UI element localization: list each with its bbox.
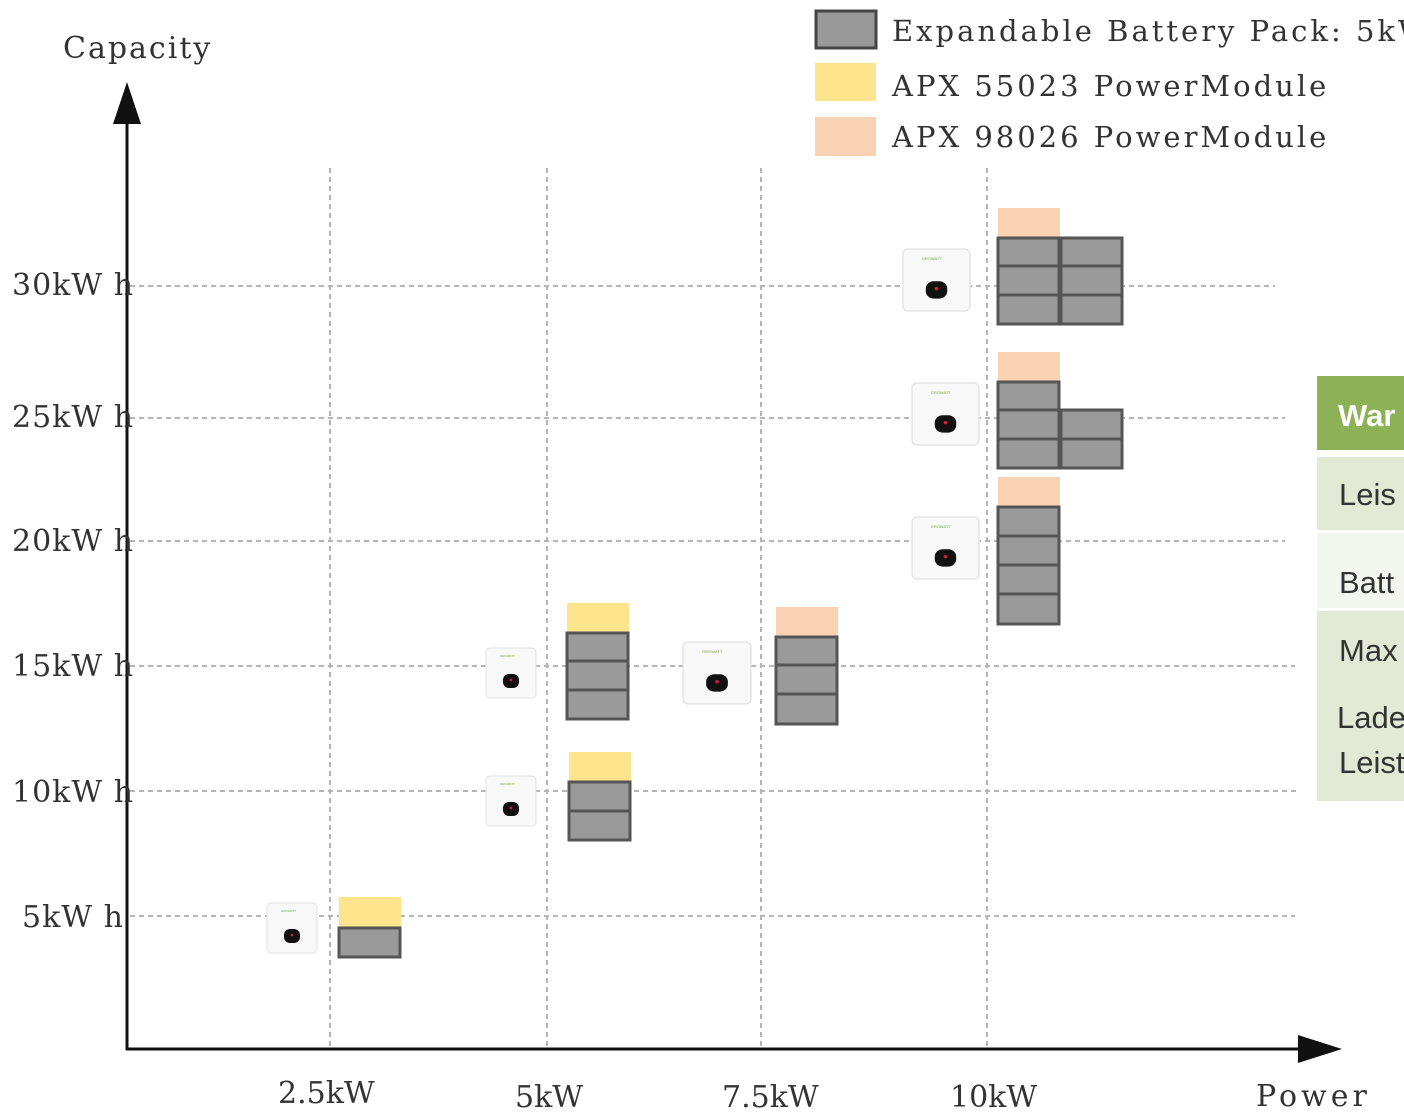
- table-row: Batt: [1317, 533, 1404, 608]
- battery-pack: [996, 408, 1061, 441]
- battery-pack: [996, 505, 1061, 538]
- battery-pack: [996, 236, 1061, 268]
- battery-pack: [1059, 293, 1124, 326]
- legend-label-battery-pack: Expandable Battery Pack: 5kW h: [892, 14, 1404, 48]
- axes: [113, 82, 1342, 1063]
- x-tick-10kw: 10kW: [950, 1080, 1037, 1112]
- table-row: Lade: [1317, 673, 1404, 735]
- battery-pack: [996, 563, 1061, 596]
- legend: Expandable Battery Pack: 5kW h APX 55023…: [814, 9, 1404, 156]
- legend-swatch-battery-pack: [814, 9, 878, 50]
- battery-pack: [774, 635, 839, 667]
- inverter-icon: [682, 641, 752, 705]
- side-table: War Leis Batt Max Lade Leist: [1317, 376, 1404, 801]
- x-tick-5kw: 5kW: [515, 1080, 583, 1112]
- power-module-apx-98026: [998, 477, 1060, 507]
- power-module-apx-98026: [776, 607, 838, 637]
- battery-pack: [774, 692, 839, 726]
- inverter-icons: [266, 248, 980, 954]
- x-tick-7-5kw: 7.5kW: [722, 1080, 819, 1112]
- table-row: Leist: [1317, 735, 1404, 801]
- battery-pack: [1059, 437, 1124, 470]
- battery-pack: [1059, 264, 1124, 297]
- table-row: Max: [1317, 611, 1404, 673]
- battery-pack: [565, 631, 630, 663]
- battery-pack: [996, 380, 1061, 412]
- battery-pack: [996, 592, 1061, 626]
- table-row: Leis: [1317, 457, 1404, 530]
- y-axis-label: Capacity: [63, 31, 212, 66]
- power-module-apx-98026: [998, 208, 1060, 238]
- battery-pack: [337, 926, 402, 959]
- inverter-icon: [266, 902, 318, 954]
- y-tick-10kwh: 10kW h: [12, 775, 134, 810]
- inverter-icon: [485, 775, 537, 827]
- battery-pack: [565, 659, 630, 692]
- battery-pack: [774, 663, 839, 696]
- legend-label-apx-55023: APX 55023 PowerModule: [891, 69, 1329, 103]
- x-axis-arrow-icon: [1298, 1035, 1342, 1063]
- y-tick-5kwh: 5kW h: [22, 900, 124, 935]
- configuration-stacks: [337, 208, 1124, 959]
- legend-label-apx-98026: APX 98026 PowerModule: [891, 120, 1329, 154]
- battery-pack: [996, 534, 1061, 567]
- inverter-icon: [485, 647, 537, 699]
- battery-pack: [996, 437, 1061, 470]
- x-tick-2-5kw: 2.5kW: [278, 1076, 375, 1111]
- battery-pack: [996, 264, 1061, 297]
- x-axis-label: Power: [1256, 1079, 1371, 1112]
- table-header: War: [1317, 376, 1404, 450]
- power-module-apx-98026: [998, 352, 1060, 382]
- y-tick-25kwh: 25kW h: [12, 400, 134, 435]
- battery-pack: [567, 809, 632, 842]
- power-module-apx-55023: [339, 897, 401, 928]
- legend-swatch-apx-98026: [815, 117, 876, 156]
- y-tick-20kwh: 20kW h: [12, 524, 134, 559]
- battery-pack: [1059, 408, 1124, 441]
- legend-swatch-apx-55023: [815, 63, 876, 101]
- battery-pack: [565, 688, 630, 721]
- power-module-apx-55023: [567, 603, 629, 633]
- inverter-icon: [911, 516, 980, 580]
- power-module-apx-55023: [569, 752, 631, 782]
- battery-pack: [567, 780, 632, 813]
- battery-pack: [1059, 236, 1124, 268]
- inverter-icon: [902, 248, 971, 312]
- y-axis-arrow-icon: [113, 82, 141, 124]
- y-tick-30kwh: 30kW h: [12, 268, 134, 303]
- y-tick-15kwh: 15kW h: [12, 649, 134, 684]
- inverter-icon: [911, 382, 980, 446]
- battery-pack: [996, 293, 1061, 326]
